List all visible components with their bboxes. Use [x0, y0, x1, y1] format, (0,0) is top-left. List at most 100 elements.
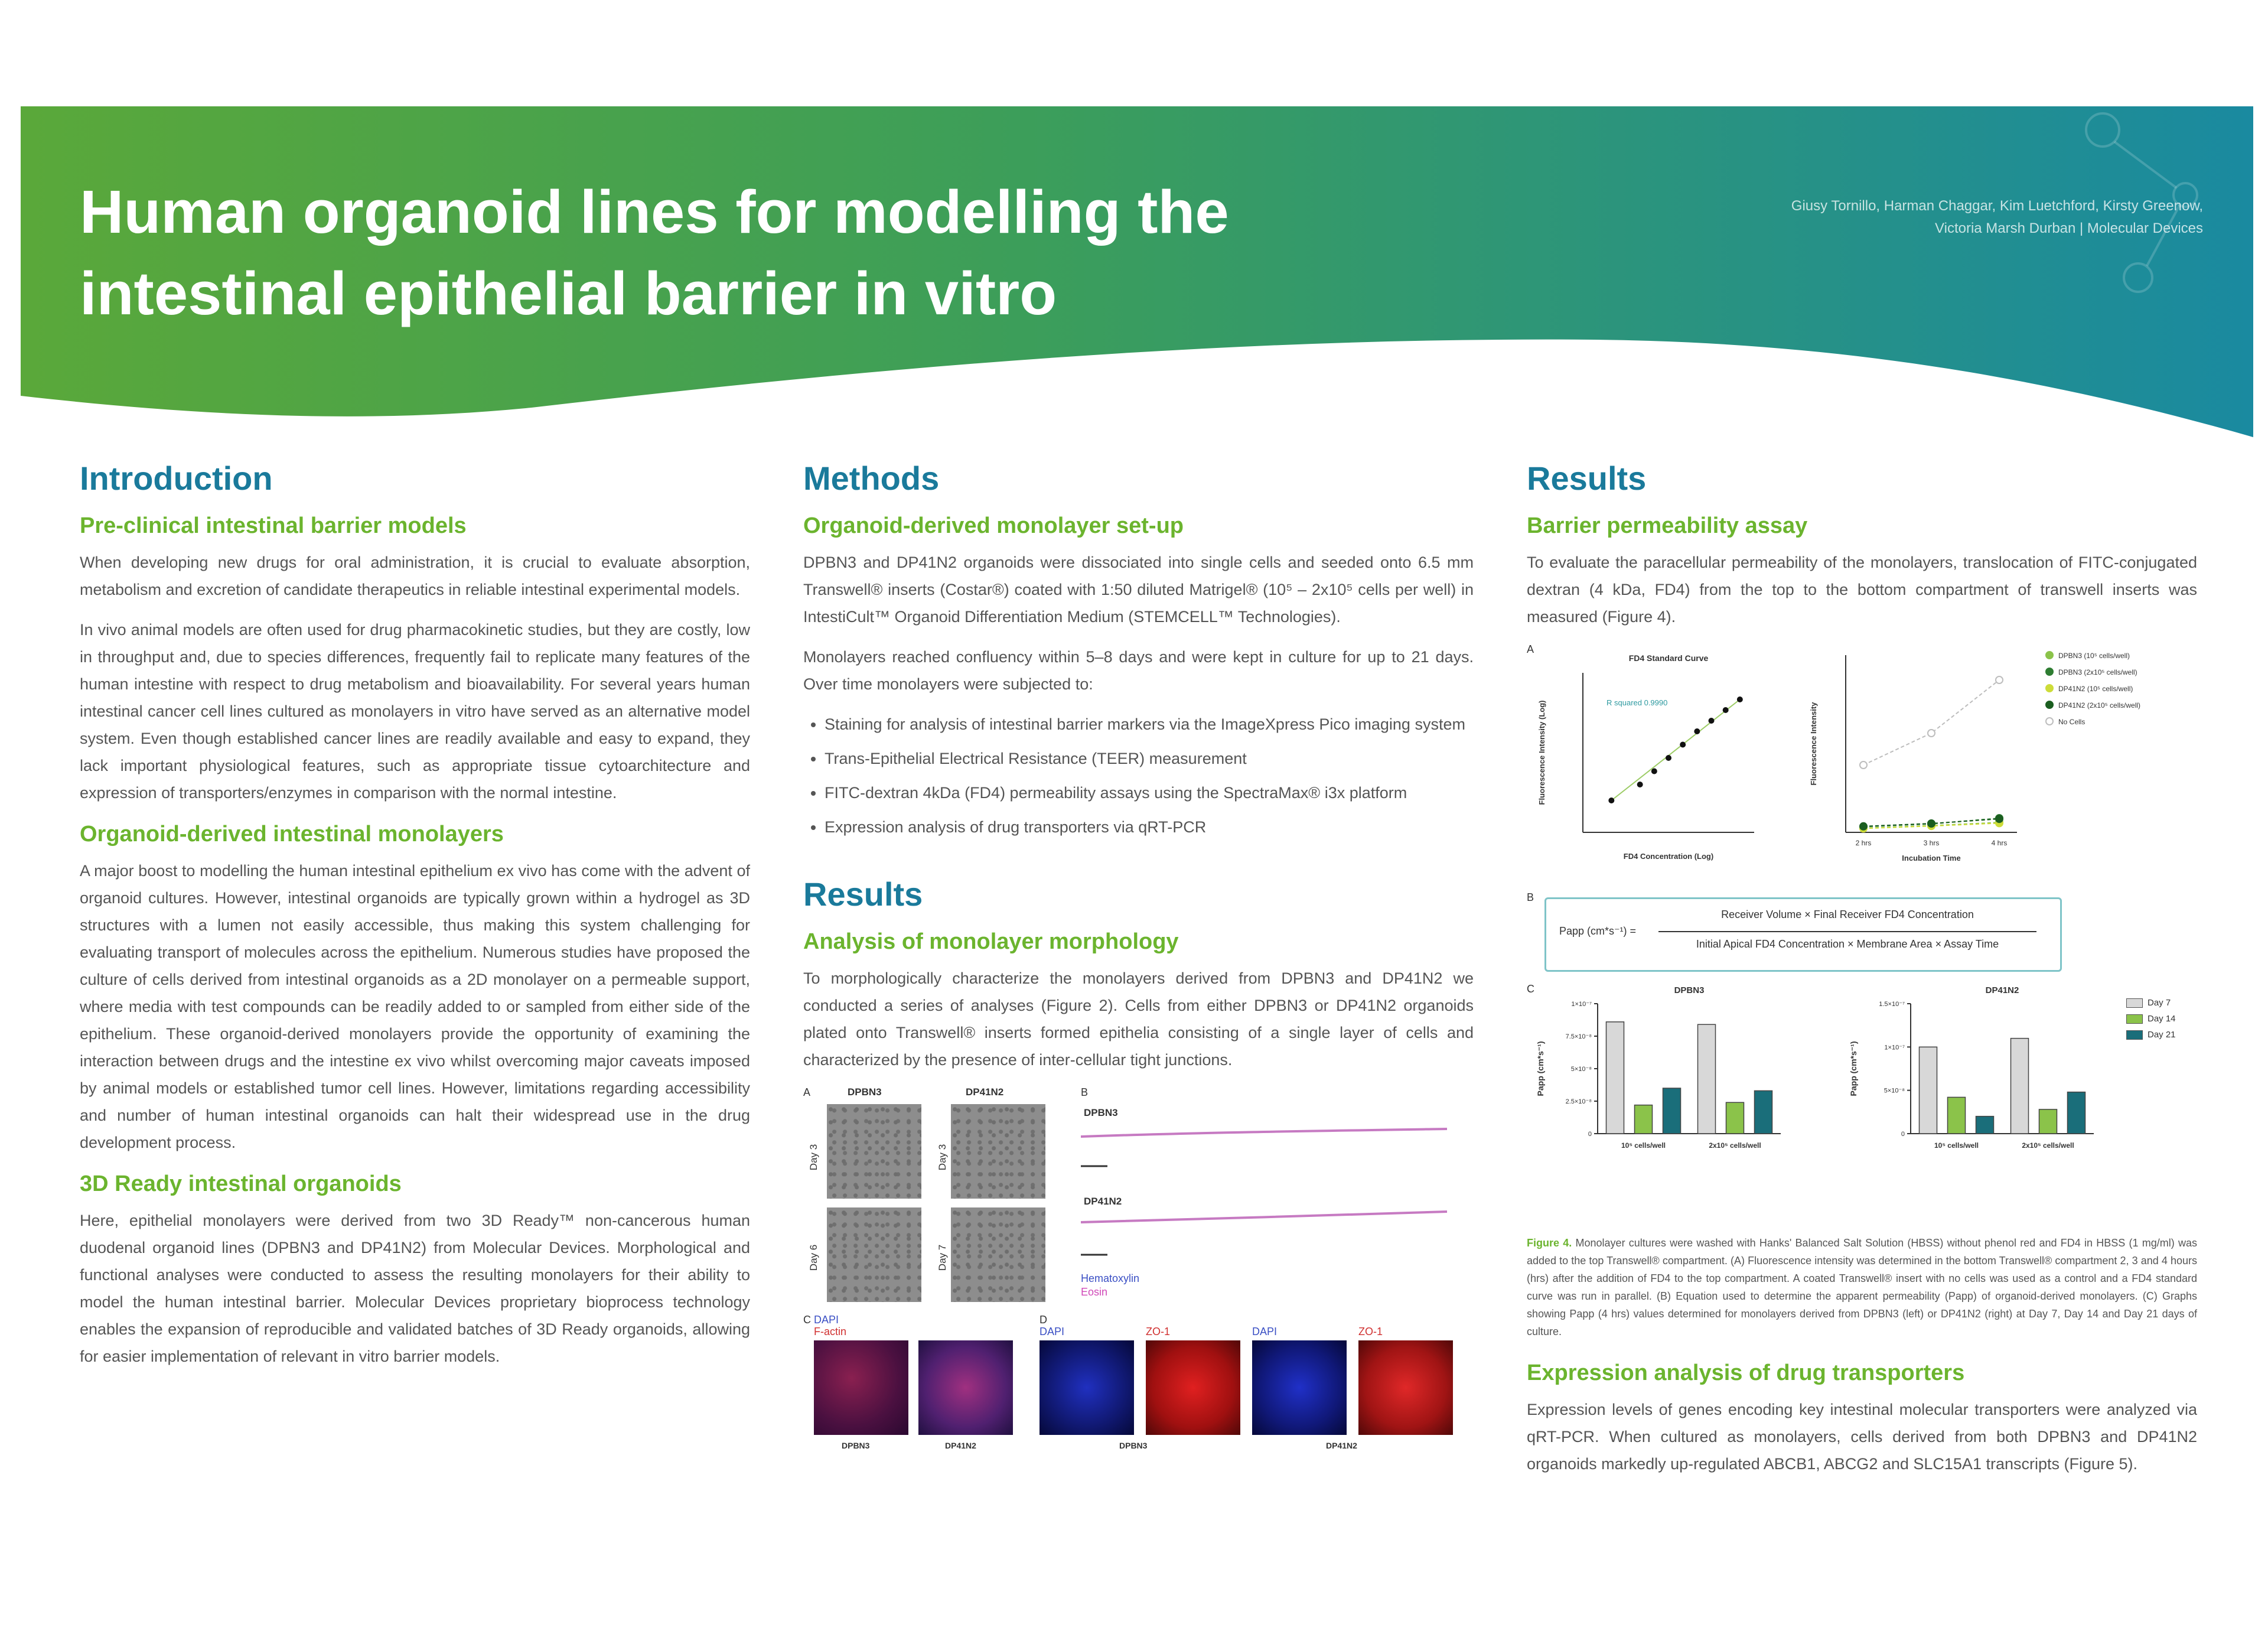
permeability-subheading: Barrier permeability assay [1527, 513, 1808, 538]
results-heading: Results [1527, 460, 1647, 497]
y-tick-label: 1×10⁻⁷ [1884, 1044, 1905, 1051]
intro-paragraph-2: In vivo animal models are often used for… [80, 621, 750, 802]
header-banner [21, 106, 2253, 437]
trend-line [1611, 699, 1741, 801]
legend-marker [2045, 701, 2054, 709]
c-dpbn3-label: DPBN3 [842, 1441, 870, 1450]
equation-denominator: Initial Apical FD4 Concentration × Membr… [1696, 938, 1999, 950]
col-dp41n2-label: DP41N2 [966, 1086, 1004, 1098]
series-point [1927, 729, 1935, 737]
results-column: Results Barrier permeability assay To ev… [1527, 458, 2197, 1490]
caption-label: Figure 4. [1527, 1237, 1572, 1249]
legend-marker [2045, 668, 2054, 676]
y-tick-label: 2.5×10⁻⁸ [1566, 1098, 1592, 1105]
panel-a-label: A [803, 1086, 811, 1098]
x-tick-label: 2x10⁵ cells/well [1709, 1141, 1761, 1150]
expression-paragraph: Expression levels of genes encoding key … [1527, 1401, 2197, 1473]
introduction-column: Introduction Pre-clinical intestinal bar… [80, 458, 750, 1383]
series-point [1995, 676, 2003, 684]
poster-title: Human organoid lines for modelling the i… [80, 171, 1438, 334]
micrograph-dpbn3-day6 [827, 1207, 921, 1302]
data-point [1651, 768, 1657, 774]
methods-list: Staining for analysis of intestinal barr… [803, 711, 1474, 841]
x-tick-label: 3 hrs [1924, 839, 1940, 847]
legend-marker [2045, 684, 2054, 692]
chart-title: DPBN3 [1674, 985, 1705, 995]
data-point [1708, 718, 1715, 724]
authors-line-1: Giusy Tornillo, Harman Chaggar, Kim Luet… [1791, 198, 2203, 214]
x-tick-label: 2x10⁵ cells/well [2022, 1141, 2074, 1150]
permeability-paragraph: To evaluate the paracellular permeabilit… [1527, 554, 2197, 626]
legend-label: DP41N2 (2x10⁵ cells/well) [2058, 701, 2140, 709]
title-line-2: intestinal epithelial barrier in vitro [80, 259, 1057, 327]
intro-paragraph-4: Here, epithelial monolayers were derived… [80, 1212, 750, 1365]
preclinical-subheading: Pre-clinical intestinal barrier models [80, 513, 467, 538]
fluor-dp41n2-dapi [1252, 1340, 1347, 1435]
morphology-paragraph: To morphologically characterize the mono… [803, 969, 1474, 1069]
results-heading-middle: Results [803, 875, 923, 913]
x-tick-label: 2 hrs [1856, 839, 1872, 847]
legend-label: DPBN3 (2x10⁵ cells/well) [2058, 668, 2137, 676]
list-item: Trans-Epithelial Electrical Resistance (… [825, 745, 1474, 772]
intro-paragraph-1: When developing new drugs for oral admin… [80, 554, 750, 598]
legend-label: DP41N2 (10⁵ cells/well) [2058, 685, 2133, 693]
c-factin-label: F-actin [814, 1326, 847, 1337]
series-point [1859, 761, 1868, 769]
micrograph-dp41n2-day7 [951, 1207, 1045, 1302]
y-tick-label: 1.5×10⁻⁷ [1879, 1001, 1905, 1008]
legend-label: DPBN3 (10⁵ cells/well) [2058, 652, 2130, 660]
bar [1697, 1024, 1716, 1134]
fluor-dp41n2-factin [918, 1340, 1013, 1435]
authors: Giusy Tornillo, Harman Chaggar, Kim Luet… [1742, 195, 2203, 240]
methods-column: Methods Organoid-derived monolayer set-u… [803, 458, 1474, 1500]
papp-dp41n2-chart: DP41N2 0 5×10⁻⁸ 1×10⁻⁷ 1.5×10⁻⁷ Papp (cm*s⁻¹)… [1849, 985, 2094, 1150]
data-point [1637, 782, 1643, 787]
y-axis-label: Papp (cm*s⁻¹) [1536, 1041, 1545, 1096]
list-item: Expression analysis of drug transporters… [825, 813, 1474, 841]
r-squared-annotation: R squared 0.9990 [1606, 698, 1667, 707]
eosin-label: Eosin [1081, 1286, 1108, 1298]
methods-paragraph-2: Monolayers reached confluency within 5–8… [803, 648, 1474, 693]
incubation-time-chart: 2 hrs 3 hrs 4 hrs Incubation Time Fluorescen… [1809, 651, 2140, 862]
title-line-1: Human organoid lines for modelling the [80, 178, 1229, 246]
d-dpbn3-label: DPBN3 [1119, 1441, 1148, 1450]
molecule-decoration-icon [2085, 112, 2198, 293]
he-section-strips [1081, 1128, 1448, 1256]
fluor-dpbn3-factin [814, 1340, 908, 1435]
y-tick-label: 5×10⁻⁸ [1884, 1088, 1905, 1095]
c-dapi-label: DAPI [814, 1314, 839, 1326]
hematoxylin-label: Hematoxylin [1081, 1272, 1140, 1284]
3d-ready-subheading: 3D Ready intestinal organoids [80, 1171, 402, 1196]
bar [1947, 1096, 1966, 1134]
monolayer-setup-subheading: Organoid-derived monolayer set-up [803, 513, 1184, 538]
row-day6-label: Day 6 [808, 1244, 820, 1271]
y-tick-label: 5×10⁻⁸ [1571, 1066, 1592, 1073]
data-point [1694, 728, 1700, 734]
d-dapi-label-1: DAPI [1040, 1326, 1065, 1337]
b-dpbn3-label: DPBN3 [1084, 1107, 1118, 1118]
legend-day14: Day 14 [2126, 1014, 2176, 1024]
y-tick-label: 7.5×10⁻⁸ [1566, 1033, 1592, 1040]
equation-numerator: Receiver Volume × Final Receiver FD4 Con… [1721, 909, 1974, 920]
d-dp41n2-label: DP41N2 [1326, 1441, 1357, 1450]
x-tick-label: 10⁵ cells/well [1621, 1141, 1666, 1150]
standard-curve-chart: FD4 Standard Curve FD4 Concentration (Log… [1537, 653, 1754, 861]
series-point [1927, 819, 1935, 828]
series-line [1863, 679, 2000, 766]
bar [1605, 1021, 1625, 1134]
micrograph-dp41n2-day3 [951, 1104, 1045, 1199]
list-item: FITC-dextran 4kDa (FD4) permeability ass… [825, 779, 1474, 806]
bar [1634, 1104, 1653, 1134]
col-dpbn3-label: DPBN3 [848, 1086, 882, 1098]
d-zo1-label-2: ZO-1 [1358, 1326, 1383, 1337]
legend-marker [2045, 717, 2054, 725]
fluor-dpbn3-dapi [1040, 1340, 1134, 1435]
list-item: Staining for analysis of intestinal barr… [825, 711, 1474, 738]
micrograph-dpbn3-day3 [827, 1104, 921, 1199]
data-point [1736, 696, 1743, 702]
bar [1918, 1046, 1938, 1134]
data-point [1608, 798, 1615, 803]
papp-equation-box: Papp (cm*s⁻¹) = Receiver Volume × Final … [1544, 897, 2062, 972]
chart-title: FD4 Standard Curve [1629, 653, 1709, 663]
